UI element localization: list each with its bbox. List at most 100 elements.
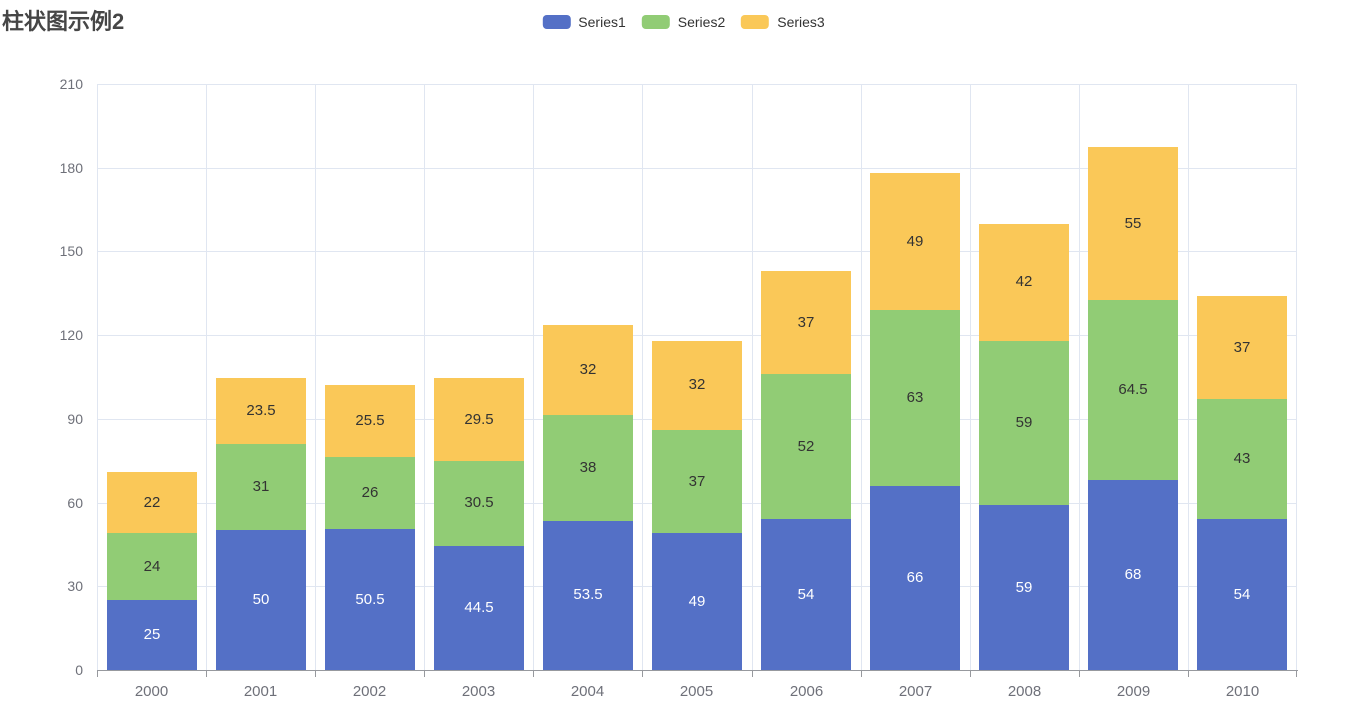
- bar-segment-series2-2007[interactable]: 63: [870, 310, 960, 486]
- bar-value-label: 54: [1233, 585, 1251, 603]
- x-axis-tick-label: 2008: [1007, 683, 1042, 700]
- x-axis-tick-label: 2005: [679, 683, 714, 700]
- bar-value-label: 26: [361, 483, 379, 501]
- bar-segment-series3-2006[interactable]: 37: [761, 270, 851, 375]
- bar-segment-series2-2003[interactable]: 30.5: [434, 460, 524, 546]
- bar-segment-series1-2003[interactable]: 44.5: [434, 545, 524, 670]
- bar-value-label: 42: [1015, 273, 1033, 291]
- y-axis-tick-label: 60: [67, 495, 83, 511]
- bar-value-label: 68: [1124, 566, 1142, 584]
- bar-value-label: 54: [797, 585, 815, 603]
- x-axis-tick: [424, 671, 425, 677]
- bar-value-label: 29.5: [464, 410, 494, 428]
- legend-item-label: Series3: [777, 14, 825, 30]
- x-axis-tick: [533, 671, 534, 677]
- bar-segment-series3-2004[interactable]: 32: [543, 325, 633, 415]
- bar-segment-series2-2000[interactable]: 24: [107, 533, 197, 601]
- bar-segment-series1-2001[interactable]: 50: [216, 530, 306, 670]
- bar-segment-series2-2004[interactable]: 38: [543, 414, 633, 521]
- x-axis-line: [97, 670, 1298, 671]
- bar-value-label: 37: [797, 313, 815, 331]
- bar-value-label: 43: [1233, 450, 1251, 468]
- y-gridline: [97, 335, 1297, 336]
- x-gridline: [642, 84, 643, 670]
- x-axis-tick-label: 2006: [789, 683, 824, 700]
- bar-value-label: 37: [1233, 338, 1251, 356]
- x-gridline: [1188, 84, 1189, 670]
- legend-item-series1[interactable]: Series1: [542, 14, 626, 30]
- x-gridline: [752, 84, 753, 670]
- bar-value-label: 53.5: [573, 586, 603, 604]
- bar-value-label: 52: [797, 437, 815, 455]
- bar-value-label: 49: [906, 232, 924, 250]
- bar-segment-series3-2003[interactable]: 29.5: [434, 378, 524, 461]
- y-gridline: [97, 168, 1297, 169]
- x-axis-tick-label: 2010: [1225, 683, 1260, 700]
- bar-segment-series1-2010[interactable]: 54: [1197, 519, 1287, 670]
- bar-segment-series1-2007[interactable]: 66: [870, 485, 960, 670]
- bar-segment-series2-2005[interactable]: 37: [652, 430, 742, 534]
- bar-value-label: 22: [143, 493, 161, 511]
- bar-value-label: 64.5: [1118, 381, 1148, 399]
- bar-segment-series1-2000[interactable]: 25: [107, 600, 197, 670]
- chart-title: 柱状图示例2: [2, 9, 125, 34]
- bar-value-label: 25: [143, 626, 161, 644]
- bar-segment-series1-2005[interactable]: 49: [652, 533, 742, 670]
- y-axis-tick-label: 150: [59, 243, 83, 259]
- bar-segment-series1-2006[interactable]: 54: [761, 519, 851, 670]
- bar-value-label: 66: [906, 568, 924, 586]
- bar-value-label: 37: [688, 472, 706, 490]
- x-axis-tick-label: 2007: [898, 683, 933, 700]
- bar-value-label: 59: [1015, 578, 1033, 596]
- bar-value-label: 50: [252, 591, 270, 609]
- bar-segment-series3-2008[interactable]: 42: [979, 223, 1069, 341]
- x-axis-tick: [1188, 671, 1189, 677]
- bar-value-label: 59: [1015, 414, 1033, 432]
- bar-segment-series3-2002[interactable]: 25.5: [325, 385, 415, 457]
- bar-value-label: 23.5: [246, 402, 276, 420]
- x-axis-tick: [1079, 671, 1080, 677]
- bar-segment-series2-2008[interactable]: 59: [979, 340, 1069, 506]
- x-axis-tick: [642, 671, 643, 677]
- x-axis-tick: [315, 671, 316, 677]
- legend-item-series2[interactable]: Series2: [641, 14, 726, 30]
- x-gridline: [97, 84, 98, 670]
- bar-segment-series2-2001[interactable]: 31: [216, 443, 306, 531]
- x-axis-tick: [970, 671, 971, 677]
- x-axis-tick-label: 2002: [352, 683, 387, 700]
- bar-segment-series1-2002[interactable]: 50.5: [325, 529, 415, 670]
- bar-segment-series2-2009[interactable]: 64.5: [1088, 300, 1178, 481]
- bar-segment-series3-2009[interactable]: 55: [1088, 146, 1178, 301]
- y-gridline: [97, 84, 1297, 85]
- bar-segment-series3-2001[interactable]: 23.5: [216, 378, 306, 444]
- x-axis-tick: [861, 671, 862, 677]
- x-axis-tick: [752, 671, 753, 677]
- bar-segment-series3-2005[interactable]: 32: [652, 340, 742, 431]
- bar-value-label: 38: [579, 458, 597, 476]
- y-axis-tick-label: 30: [67, 578, 83, 594]
- bar-segment-series1-2004[interactable]: 53.5: [543, 520, 633, 670]
- x-gridline: [1296, 84, 1297, 670]
- legend-item-label: Series1: [578, 14, 626, 30]
- bar-segment-series1-2008[interactable]: 59: [979, 505, 1069, 670]
- x-gridline: [533, 84, 534, 670]
- bar-segment-series2-2006[interactable]: 52: [761, 374, 851, 520]
- legend-item-series3[interactable]: Series3: [741, 14, 825, 30]
- x-axis-tick-label: 2003: [461, 683, 496, 700]
- bar-value-label: 55: [1124, 214, 1142, 232]
- bar-segment-series1-2009[interactable]: 68: [1088, 480, 1178, 670]
- bar-segment-series2-2002[interactable]: 26: [325, 456, 415, 530]
- legend-swatch-icon: [542, 15, 571, 29]
- x-gridline: [206, 84, 207, 670]
- legend-item-label: Series2: [677, 14, 726, 30]
- x-gridline: [970, 84, 971, 670]
- bar-segment-series3-2007[interactable]: 49: [870, 173, 960, 311]
- bar-segment-series3-2000[interactable]: 22: [107, 471, 197, 534]
- bar-value-label: 31: [252, 478, 270, 496]
- legend-swatch-icon: [641, 15, 670, 29]
- bar-value-label: 32: [579, 361, 597, 379]
- bar-segment-series3-2010[interactable]: 37: [1197, 296, 1287, 400]
- y-axis-tick-label: 0: [75, 662, 83, 678]
- bar-segment-series2-2010[interactable]: 43: [1197, 399, 1287, 520]
- x-axis-tick: [206, 671, 207, 677]
